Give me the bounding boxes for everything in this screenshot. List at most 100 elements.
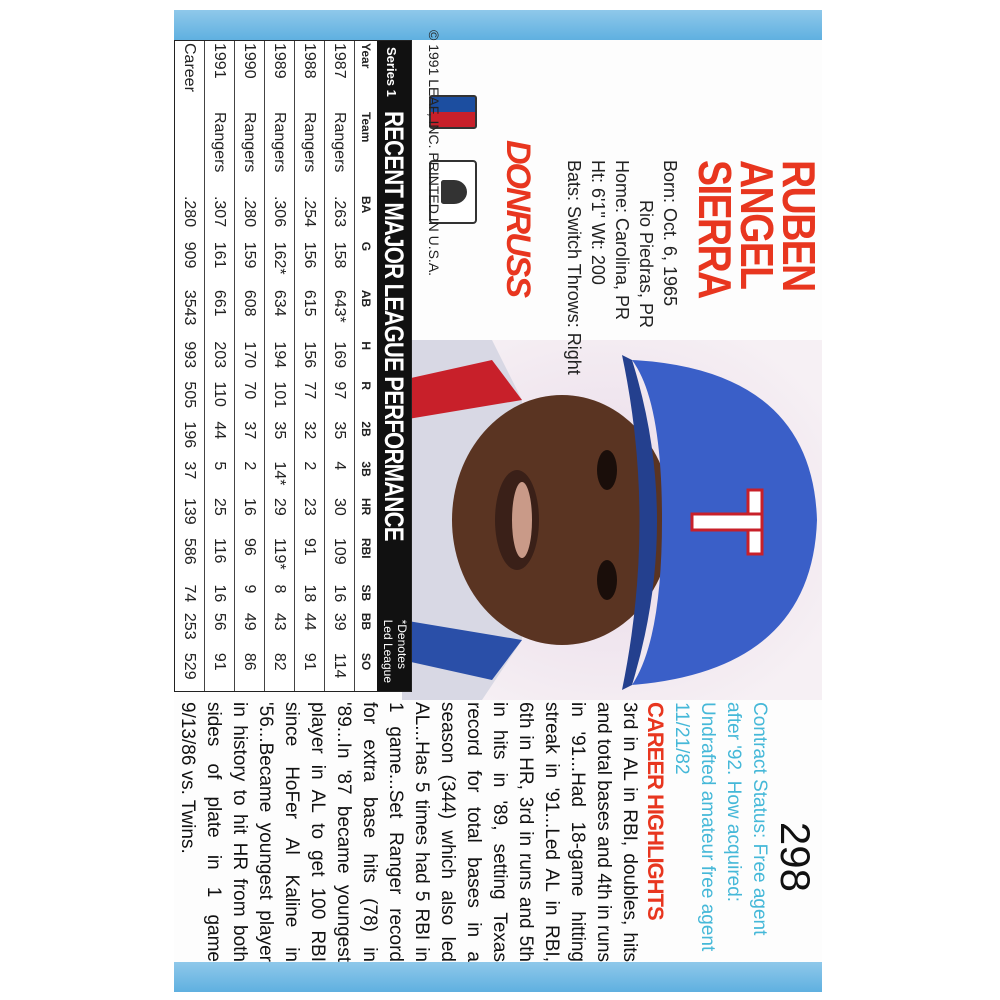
table-cell: 1990 xyxy=(234,41,265,110)
table-cell: .306 xyxy=(264,193,295,240)
table-cell: 56 xyxy=(204,610,235,651)
stats-title: RECENT MAJOR LEAGUE PERFORMANCE xyxy=(379,111,409,541)
baseball-card-back: RUBEN ANGEL SIERRA Born: Oct. 6, 1965 Ri… xyxy=(174,10,825,992)
table-cell: 43 xyxy=(264,610,295,651)
table-cell: Career xyxy=(175,41,205,110)
table-cell: 586 xyxy=(175,535,205,583)
table-cell: 25 xyxy=(204,495,235,536)
table-cell: 8 xyxy=(264,582,295,611)
table-cell: Rangers xyxy=(264,109,295,194)
table-cell: 196 xyxy=(175,419,205,460)
player-face xyxy=(452,395,672,645)
table-cell xyxy=(175,109,205,194)
table-row: 1987 Rangers .263 158 643* 169 97 35 4 30 109 16 39 1… xyxy=(324,41,355,691)
table-cell: 37 xyxy=(234,419,265,460)
table-row: 1990 Rangers .280 159 608 170 70 37 2 16 96 9 49 86 xyxy=(234,41,265,691)
table-cell: 159 xyxy=(234,239,265,288)
table-cell: 162* xyxy=(264,239,295,288)
born: Born: Oct. 6, 1965 xyxy=(660,160,680,307)
table-row: Career .280 909 3543 993 505 196 37 139 586 74 253 5… xyxy=(175,41,205,691)
column-header: Year xyxy=(359,43,373,69)
series-label: Series 1 xyxy=(384,47,399,97)
table-cell: 44 xyxy=(294,610,325,651)
table-cell: 32 xyxy=(294,419,325,460)
table-cell: 661 xyxy=(204,287,235,340)
table-cell: .263 xyxy=(324,193,355,240)
player-name: RUBEN ANGEL SIERRA xyxy=(689,160,825,313)
donruss-logo: DONRUSS xyxy=(499,140,537,297)
column-header: RBI xyxy=(359,537,373,559)
table-cell: 909 xyxy=(175,239,205,288)
table-cell: 91 xyxy=(294,535,325,583)
table-cell: 14* xyxy=(264,459,295,496)
table-cell: 109 xyxy=(324,535,355,583)
bats-throws: Bats: Switch Throws: Right xyxy=(564,160,584,375)
column-header: SB xyxy=(359,584,373,602)
table-cell: 91 xyxy=(294,650,325,691)
table-cell: 194 xyxy=(264,339,295,380)
table-cell: 101 xyxy=(264,379,295,420)
table-cell: 16 xyxy=(204,582,235,611)
column-header: HR xyxy=(359,497,373,516)
bottom-color-strip xyxy=(174,962,822,992)
table-cell: 23 xyxy=(294,495,325,536)
column-header: SO xyxy=(359,652,373,671)
table-cell: 5 xyxy=(204,459,235,496)
table-cell: 30 xyxy=(324,495,355,536)
column-header: R xyxy=(359,381,373,391)
table-cell: 82 xyxy=(264,650,295,691)
table-cell: .280 xyxy=(175,193,205,240)
table-cell: 156 xyxy=(294,339,325,380)
table-cell: 139 xyxy=(175,495,205,536)
table-cell: 993 xyxy=(175,339,205,380)
table-cell: 39 xyxy=(324,610,355,651)
table-cell: 203 xyxy=(204,339,235,380)
copyright: © 1991 LEAF, INC. PRINTED IN U.S.A. xyxy=(426,30,442,277)
table-cell: 1987 xyxy=(324,41,355,110)
last-name: SIERRA xyxy=(689,160,741,298)
first-name: RUBEN xyxy=(773,160,825,291)
table-cell: .307 xyxy=(204,193,235,240)
stats-header-band: Series 1 RECENT MAJOR LEAGUE PERFORMANCE… xyxy=(377,41,411,691)
table-cell: 2 xyxy=(294,459,325,496)
table-cell: 44 xyxy=(204,419,235,460)
table-cell: 18 xyxy=(294,582,325,611)
table-row: 1989 Rangers .306 162* 634 194 101 35 14* 29 119* 8… xyxy=(264,41,295,691)
table-cell: 35 xyxy=(324,419,355,460)
table-cell: 169 xyxy=(324,339,355,380)
table-cell: 1991 xyxy=(204,41,235,110)
table-cell: 253 xyxy=(175,610,205,651)
table-cell: Rangers xyxy=(294,109,325,194)
table-cell: 1988 xyxy=(294,41,325,110)
table-cell: 161 xyxy=(204,239,235,288)
stats-grid: Year Team BA G AB H R 2B 3B HR RBI SB BB SO 1987 Range… xyxy=(175,41,377,691)
table-cell: 49 xyxy=(234,610,265,651)
column-header: G xyxy=(359,241,373,252)
table-cell: 74 xyxy=(175,582,205,611)
table-cell: 91 xyxy=(204,650,235,691)
table-cell: 110 xyxy=(204,379,235,420)
table-cell: 643* xyxy=(324,287,355,340)
table-cell: Rangers xyxy=(204,109,235,194)
table-cell: 29 xyxy=(264,495,295,536)
table-row: 1991 Rangers .307 161 661 203 110 44 5 25 116 16 56 9… xyxy=(204,41,235,691)
column-header: 3B xyxy=(359,461,373,477)
text-column: 298 Contract Status: Free agent after '9… xyxy=(177,702,819,962)
column-header: 2B xyxy=(359,421,373,437)
player-photo xyxy=(402,340,822,700)
contract-status: Contract Status: Free agent after '92. H… xyxy=(671,702,770,952)
career-highlights-title: CAREER HIGHLIGHTS xyxy=(643,702,668,920)
born-place: Rio Piedras, PR xyxy=(636,200,656,329)
table-cell: 505 xyxy=(175,379,205,420)
player-bio: Born: Oct. 6, 1965 Rio Piedras, PR Home:… xyxy=(562,160,682,375)
top-color-strip xyxy=(174,10,822,40)
table-cell: 96 xyxy=(234,535,265,583)
height-weight: Ht: 6'1" Wt: 200 xyxy=(588,160,608,285)
column-header: H xyxy=(359,341,373,351)
table-cell: 615 xyxy=(294,287,325,340)
table-cell: 16 xyxy=(234,495,265,536)
table-cell: 634 xyxy=(264,287,295,340)
table-cell: 114 xyxy=(324,650,355,691)
team-logo-t xyxy=(690,488,764,556)
table-cell: 9 xyxy=(234,582,265,611)
